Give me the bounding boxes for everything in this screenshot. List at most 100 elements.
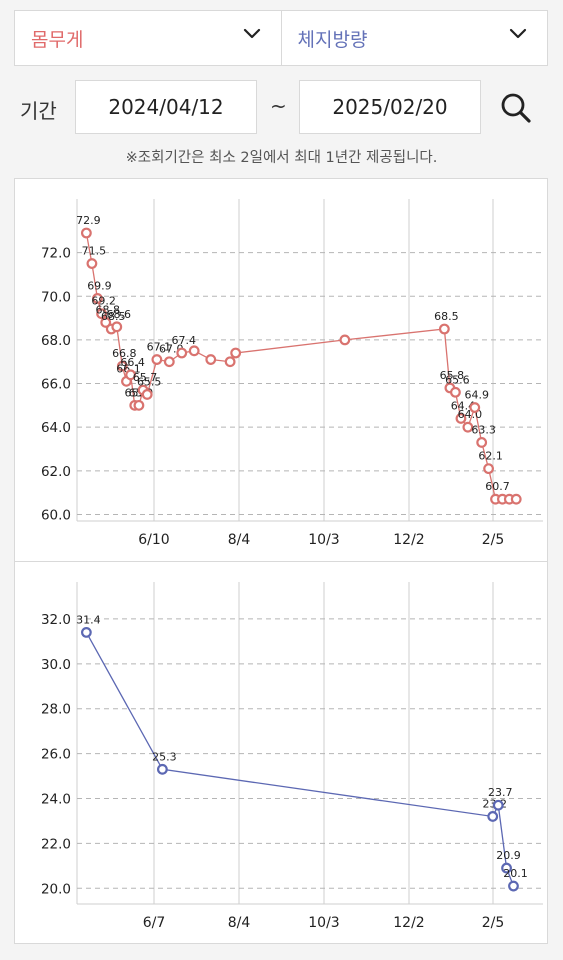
weight-data-label: 65.7 (133, 371, 158, 384)
body-fat-data-label: 25.3 (152, 750, 177, 763)
body-fat-y-tick-label: 24.0 (41, 792, 71, 808)
weight-y-tick-label: 72.0 (41, 246, 71, 262)
weight-data-label: 64.9 (465, 389, 490, 402)
body-fat-data-point[interactable] (80, 627, 92, 638)
weight-y-tick-label: 68.0 (41, 333, 71, 349)
weight-data-label: 68.6 (107, 308, 132, 321)
body-fat-y-tick-label: 30.0 (41, 657, 71, 673)
body-fat-x-tick-label: 12/2 (393, 915, 424, 931)
weight-data-point[interactable] (205, 354, 217, 365)
weight-data-label: 67.1 (147, 341, 172, 354)
weight-data-point[interactable] (100, 317, 112, 328)
body-fat-data-label: 23.7 (488, 786, 513, 799)
weight-data-label: 68.8 (95, 303, 120, 316)
weight-data-point[interactable] (230, 347, 242, 359)
body-fat-series-line (85, 632, 515, 887)
weight-data-point[interactable] (163, 356, 175, 368)
weight-data-point[interactable] (476, 437, 488, 448)
chevron-down-icon (243, 25, 261, 43)
body-fat-data-point[interactable] (501, 862, 512, 874)
body-fat-data-label: 20.9 (496, 849, 521, 862)
metric-selects: 몸무게 체지방량 (14, 10, 548, 66)
weight-data-label: 71.5 (82, 245, 107, 258)
weight-x-tick-label: 6/10 (138, 532, 169, 548)
weight-data-label: 62.1 (478, 450, 503, 463)
weight-data-point[interactable] (438, 323, 450, 335)
weight-data-point[interactable] (455, 413, 467, 424)
weight-data-point[interactable] (510, 493, 522, 505)
weight-data-point[interactable] (125, 369, 137, 381)
weight-data-point[interactable] (96, 308, 107, 320)
start-date-field[interactable]: 2024/04/12 (75, 80, 257, 134)
weight-series-line (85, 232, 517, 500)
weight-data-point[interactable] (339, 334, 351, 346)
end-date-field[interactable]: 2025/02/20 (299, 80, 481, 134)
weight-data-label: 68.5 (434, 310, 459, 323)
period-notice: ※조회기간은 최소 2일에서 최대 1년간 제공됩니다. (125, 150, 438, 166)
weight-data-label: 65.5 (137, 375, 162, 388)
weight-data-label: 64.4 (451, 399, 476, 412)
weight-data-label: 67.4 (172, 334, 197, 347)
weight-data-point[interactable] (116, 360, 128, 372)
weight-chart: 6/10 8/4 10/3 12/2 2/5 60.0 62.0 64.0 66.0 68.0 70… (41, 199, 543, 548)
weight-data-point[interactable] (469, 402, 481, 413)
weight-data-label: 66.4 (120, 356, 145, 369)
body-fat-x-tick-label: 6/7 (143, 915, 166, 931)
body-fat-data-point[interactable] (492, 799, 504, 811)
body-fat-y-tick-label: 20.0 (41, 881, 71, 897)
weight-data-point[interactable] (188, 345, 200, 357)
weight-data-point[interactable] (450, 386, 461, 398)
body-fat-data-point[interactable] (157, 763, 168, 775)
chevron-down-icon (509, 25, 527, 43)
weight-data-label: 68.5 (101, 310, 126, 323)
weight-y-tick-label: 60.0 (41, 507, 71, 523)
body-fat-x-tick-label: 10/3 (308, 915, 339, 931)
weight-data-label: 69.9 (87, 279, 112, 292)
search-button[interactable] (498, 90, 534, 126)
weight-y-tick-label: 62.0 (41, 464, 71, 480)
weight-x-tick-label: 12/2 (393, 532, 424, 548)
weight-data-label: 65.8 (440, 369, 465, 382)
weight-data-point[interactable] (224, 356, 236, 368)
metric-select-body-fat[interactable]: 체지방량 (280, 11, 548, 65)
weight-data-label: 60.7 (485, 480, 510, 493)
body-fat-data-label: 20.1 (503, 867, 528, 880)
date-range-separator: ~ (270, 94, 287, 118)
weight-data-label: 63.3 (471, 423, 496, 436)
search-icon (501, 93, 531, 123)
weight-data-point[interactable] (462, 421, 474, 433)
weight-y-tick-label: 66.0 (41, 377, 71, 393)
metric-select-weight[interactable]: 몸무게 (15, 11, 281, 65)
body-fat-data-point[interactable] (487, 811, 499, 822)
weight-data-point[interactable] (86, 258, 98, 269)
weight-x-tick-label: 10/3 (308, 532, 339, 548)
body-fat-chart: 6/7 8/4 10/3 12/2 2/5 20.0 22.0 24.0 26.0 28.0 30.… (41, 582, 543, 931)
body-fat-x-tick-label: 8/4 (228, 915, 251, 931)
weight-x-tick-label: 8/4 (228, 532, 251, 548)
weight-data-point[interactable] (141, 389, 153, 400)
weight-data-label: 65.6 (445, 373, 470, 386)
body-fat-y-tick-label: 26.0 (41, 747, 71, 763)
weight-y-tick-label: 64.0 (41, 420, 71, 436)
weight-data-label: 72.9 (76, 214, 101, 227)
body-fat-x-tick-label: 2/5 (482, 915, 505, 931)
weight-data-point[interactable] (483, 463, 494, 475)
body-fat-data-point[interactable] (508, 880, 519, 892)
weight-data-label: 69.2 (91, 295, 116, 308)
weight-data-point[interactable] (111, 321, 123, 333)
body-fat-y-tick-label: 22.0 (41, 836, 71, 852)
body-fat-data-label: 31.4 (76, 613, 101, 626)
weight-y-tick-label: 70.0 (41, 289, 71, 305)
period-label: 기간 (20, 99, 57, 123)
weight-data-point[interactable] (92, 293, 103, 304)
body-fat-y-tick-label: 32.0 (41, 612, 71, 628)
weight-data-point[interactable] (80, 227, 92, 239)
weight-data-point[interactable] (176, 347, 188, 359)
weight-chart-panel: 6/10 8/4 10/3 12/2 2/5 60.0 62.0 64.0 66.0 68.0 70… (14, 178, 548, 562)
weight-data-point[interactable] (151, 354, 163, 365)
metric-select-body-fat-label: 체지방량 (297, 28, 368, 51)
weight-data-label: 66.8 (112, 347, 137, 360)
body-fat-chart-panel: 6/7 8/4 10/3 12/2 2/5 20.0 22.0 24.0 26.0 28.0 30.… (14, 561, 548, 944)
body-fat-y-tick-label: 28.0 (41, 702, 71, 718)
weight-data-point[interactable] (133, 399, 145, 411)
